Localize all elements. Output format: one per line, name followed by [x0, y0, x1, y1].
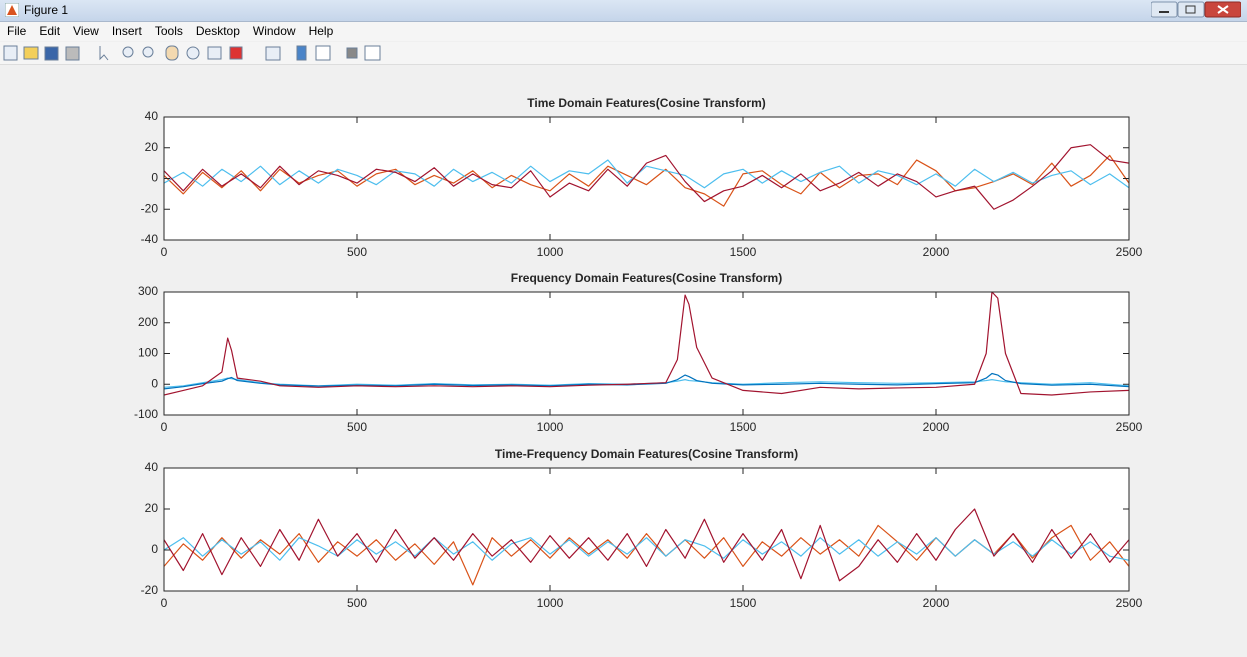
x-tick-label: 0 — [161, 596, 168, 610]
tool-button[interactable] — [66, 47, 79, 60]
toolbar-icons — [0, 42, 400, 64]
menu-item[interactable]: Desktop — [189, 22, 246, 38]
y-tick-label: -20 — [141, 201, 159, 215]
y-tick-label: 0 — [151, 542, 158, 556]
x-tick-label: 2500 — [1116, 420, 1143, 434]
menu-item[interactable]: Help — [302, 22, 340, 38]
y-tick-label: -40 — [141, 232, 159, 246]
y-tick-label: 0 — [151, 171, 158, 185]
x-tick-label: 1000 — [537, 245, 564, 259]
app-icon — [5, 3, 19, 17]
x-tick-label: 1000 — [537, 420, 564, 434]
tool-button[interactable] — [100, 46, 108, 60]
y-tick-label: -100 — [134, 407, 158, 421]
y-tick-label: 300 — [138, 284, 158, 298]
x-tick-label: 1500 — [730, 245, 757, 259]
figure: Time Domain Features(Cosine Transform) 0 5… — [0, 65, 1247, 657]
minimize-button[interactable] — [1151, 2, 1177, 17]
x-tick-label: 2000 — [923, 245, 950, 259]
menu-item[interactable]: Insert — [105, 22, 148, 38]
tool-button[interactable] — [4, 46, 17, 60]
tool-button[interactable] — [187, 47, 199, 59]
y-tick-label: 40 — [145, 109, 159, 123]
x-tick-label: 1000 — [537, 596, 564, 610]
menu-item[interactable]: Edit — [32, 22, 66, 38]
title-bar: Figure 1 — [0, 0, 1247, 22]
x-tick-label: 1500 — [730, 596, 757, 610]
tool-button[interactable] — [230, 47, 242, 59]
restore-button[interactable] — [1178, 2, 1204, 17]
x-tick-label: 500 — [347, 596, 367, 610]
x-tick-label: 2500 — [1116, 596, 1143, 610]
x-tick-label: 1500 — [730, 420, 757, 434]
y-tick-label: 100 — [138, 346, 158, 360]
y-tick-label: 0 — [151, 376, 158, 390]
y-tick-label: 20 — [145, 501, 159, 515]
y-tick-label: 200 — [138, 315, 158, 329]
tool-button[interactable] — [123, 47, 133, 57]
tool-button[interactable] — [166, 46, 178, 60]
tool-button[interactable] — [266, 47, 280, 60]
window-title: Figure 1 — [24, 3, 68, 17]
x-tick-label: 500 — [347, 420, 367, 434]
tool-button[interactable] — [143, 47, 153, 57]
tool-button[interactable] — [365, 46, 380, 60]
tool-button[interactable] — [45, 47, 58, 60]
tool-button[interactable] — [347, 48, 357, 58]
plot-area — [164, 117, 1129, 240]
chart-title: Time-Frequency Domain Features(Cosine Tr… — [495, 447, 798, 461]
menu-item[interactable]: View — [66, 22, 105, 38]
tool-button[interactable] — [208, 47, 221, 59]
toolbar — [0, 42, 1247, 65]
plot-area — [164, 292, 1129, 415]
tool-button[interactable] — [24, 47, 38, 59]
x-tick-label: 500 — [347, 245, 367, 259]
menu-bar: FileEditViewInsertToolsDesktopWindowHelp — [0, 22, 1247, 41]
menu-item[interactable]: Tools — [148, 22, 189, 38]
x-tick-label: 2000 — [923, 596, 950, 610]
x-tick-label: 0 — [161, 420, 168, 434]
menu-item[interactable]: File — [0, 22, 32, 38]
y-tick-label: -20 — [141, 583, 159, 597]
chart-title: Time Domain Features(Cosine Transform) — [527, 96, 766, 110]
window-controls — [1151, 1, 1241, 19]
plot-area — [164, 468, 1129, 591]
chart-title: Frequency Domain Features(Cosine Transfo… — [511, 271, 782, 285]
x-tick-label: 2500 — [1116, 245, 1143, 259]
x-tick-label: 0 — [161, 245, 168, 259]
tool-button[interactable] — [316, 46, 330, 60]
y-tick-label: 40 — [145, 460, 159, 474]
tool-button[interactable] — [297, 46, 306, 60]
x-tick-label: 2000 — [923, 420, 950, 434]
menu-item[interactable]: Window — [246, 22, 302, 38]
y-tick-label: 20 — [145, 140, 159, 154]
